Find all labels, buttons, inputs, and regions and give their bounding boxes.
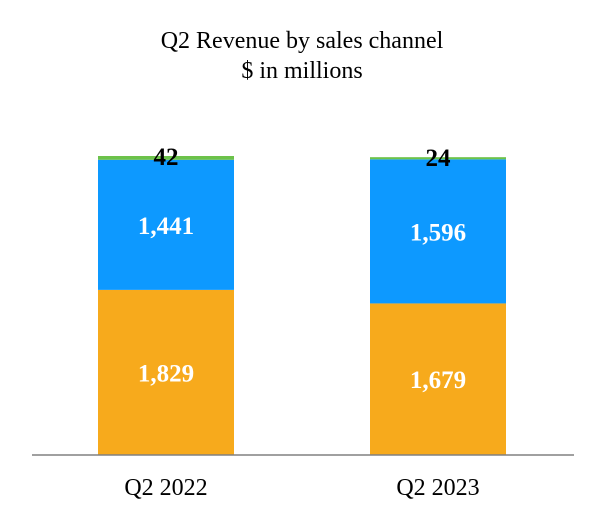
bar-segment-1-1 bbox=[98, 289, 234, 455]
data-label-1-1: 1,829 bbox=[138, 360, 194, 387]
chart-title: Q2 Revenue by sales channel bbox=[160, 28, 444, 54]
bar-segment-2-1 bbox=[370, 303, 506, 455]
data-label-1-3: 42 bbox=[154, 144, 179, 171]
x-tick-label-2: Q2 2023 bbox=[396, 475, 479, 501]
data-label-2-2: 1,596 bbox=[410, 219, 466, 246]
data-label-2-1: 1,679 bbox=[410, 367, 466, 394]
chart-subtitle: $ in millions bbox=[241, 58, 363, 84]
data-label-2-3: 24 bbox=[426, 145, 452, 172]
x-tick-label-1: Q2 2022 bbox=[124, 475, 207, 501]
bar-segment-2-2 bbox=[370, 159, 506, 304]
bar-segment-1-3 bbox=[98, 156, 234, 160]
bar-segment-2-3 bbox=[370, 157, 506, 160]
data-label-1-2: 1,441 bbox=[138, 213, 194, 240]
chart-title-block: Q2 Revenue by sales channel $ in million… bbox=[0, 26, 604, 86]
bar-segment-1-2 bbox=[98, 159, 234, 290]
